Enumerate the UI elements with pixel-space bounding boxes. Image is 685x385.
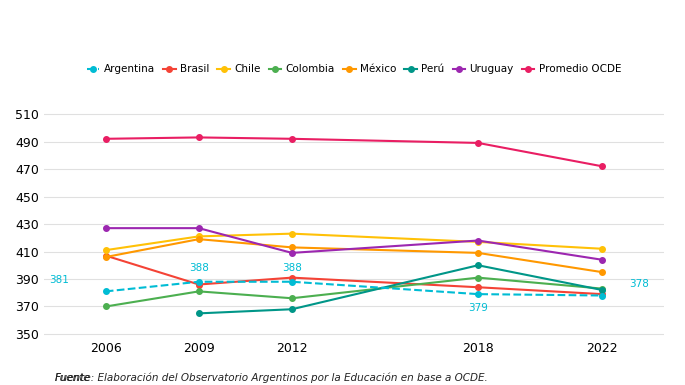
Legend: Argentina, Brasil, Chile, Colombia, México, Perú, Uruguay, Promedio OCDE: Argentina, Brasil, Chile, Colombia, Méxi… <box>83 60 625 79</box>
Chile <box>598 246 606 251</box>
Chile <box>288 231 296 236</box>
Uruguay <box>474 238 482 243</box>
Line: Promedio OCDE: Promedio OCDE <box>103 135 605 169</box>
Line: Brasil: Brasil <box>103 253 605 297</box>
Perú <box>474 263 482 268</box>
Uruguay <box>195 226 203 231</box>
Colombia <box>598 286 606 291</box>
Text: 388: 388 <box>189 263 209 273</box>
Promedio OCDE <box>288 137 296 141</box>
Promedio OCDE <box>598 164 606 169</box>
Brasil <box>101 253 110 258</box>
México <box>474 251 482 255</box>
Colombia <box>101 304 110 309</box>
Line: México: México <box>103 236 605 275</box>
Argentina <box>598 293 606 298</box>
Argentina <box>195 280 203 284</box>
Colombia <box>474 275 482 280</box>
Brasil <box>598 292 606 296</box>
Promedio OCDE <box>474 141 482 145</box>
Colombia <box>195 289 203 294</box>
Argentina <box>101 289 110 294</box>
Brasil <box>474 285 482 290</box>
Uruguay <box>598 258 606 262</box>
Text: 378: 378 <box>630 279 649 289</box>
Uruguay <box>288 251 296 255</box>
Chile <box>101 248 110 253</box>
Argentina <box>288 280 296 284</box>
Promedio OCDE <box>101 137 110 141</box>
México <box>288 245 296 250</box>
Promedio OCDE <box>195 135 203 140</box>
Text: 379: 379 <box>468 303 488 313</box>
Chile <box>195 234 203 239</box>
Line: Perú: Perú <box>196 263 605 316</box>
Perú <box>195 311 203 316</box>
México <box>101 255 110 259</box>
Colombia <box>288 296 296 301</box>
Text: Fuente: Elaboración del Observatorio Argentinos por la Educación en base a OCDE.: Fuente: Elaboración del Observatorio Arg… <box>55 373 488 383</box>
Brasil <box>195 282 203 287</box>
Perú <box>288 307 296 311</box>
Text: Fuente: Fuente <box>55 373 90 383</box>
Line: Colombia: Colombia <box>103 275 605 309</box>
Chile <box>474 239 482 244</box>
Perú <box>598 288 606 292</box>
Line: Uruguay: Uruguay <box>103 225 605 263</box>
Argentina <box>474 292 482 296</box>
Text: 388: 388 <box>282 263 302 273</box>
Line: Chile: Chile <box>103 231 605 253</box>
Text: 381: 381 <box>49 275 69 285</box>
México <box>195 237 203 241</box>
México <box>598 270 606 275</box>
Line: Argentina: Argentina <box>103 279 605 298</box>
Brasil <box>288 275 296 280</box>
Uruguay <box>101 226 110 231</box>
